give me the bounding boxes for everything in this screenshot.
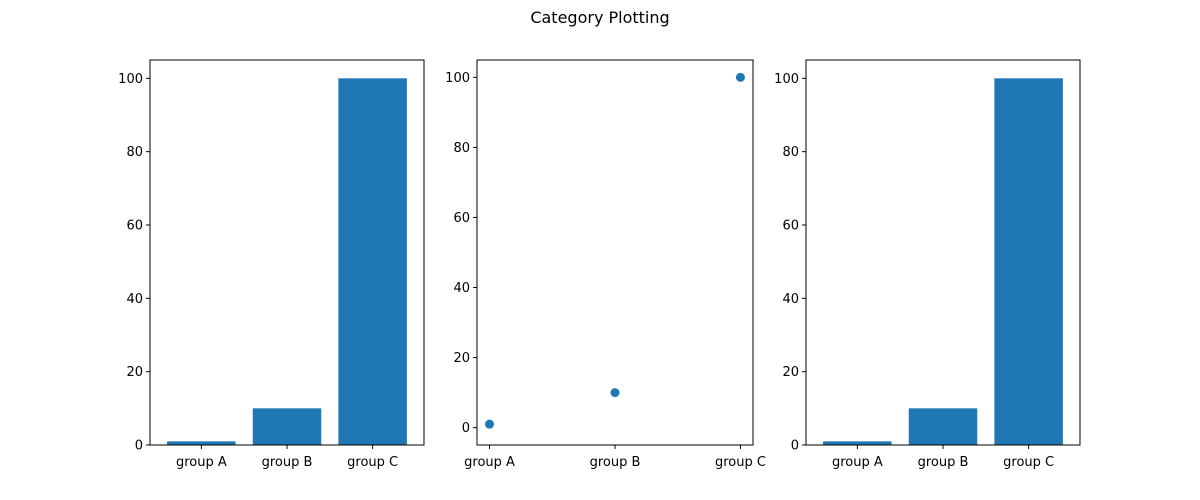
y-tick-label: 40: [453, 281, 470, 296]
subplot-2: 0 20 40 60 80 100 group A group B group C: [445, 59, 766, 470]
y-tick-label: 100: [774, 72, 799, 87]
y-tick-label: 40: [126, 292, 143, 307]
x-tick-label: group B: [590, 455, 641, 470]
y-tick-label: 100: [445, 71, 470, 86]
point-2: [610, 388, 620, 398]
x-tick-label: group A: [464, 455, 515, 470]
bar-2: [908, 408, 978, 445]
y-tick-label: 0: [135, 439, 143, 454]
y-tick-label: 60: [453, 211, 470, 226]
x-tick-label: group B: [918, 455, 969, 470]
x-tick-label: group C: [715, 455, 766, 470]
y-tick-label: 20: [453, 351, 470, 366]
y-tick-label: 60: [126, 219, 143, 234]
subplot-3: 0 20 40 60 80 100 group A group B group C: [774, 59, 1081, 470]
bar-3: [994, 78, 1063, 445]
bar-2: [252, 408, 322, 445]
axes-frame: [476, 59, 754, 446]
y-tick-label: 40: [782, 292, 799, 307]
subplot-1: 0 20 40 60 80 100 group A group B group C: [118, 59, 425, 470]
y-tick-label: 80: [782, 145, 799, 160]
figure-title: Category Plotting: [530, 8, 669, 27]
y-tick-label: 20: [126, 365, 143, 380]
y-tick-label: 20: [782, 365, 799, 380]
y-tick-label: 80: [453, 141, 470, 156]
point-3: [735, 72, 745, 82]
y-tick-label: 0: [462, 421, 470, 436]
bar-1: [823, 441, 892, 445]
x-tick-label: group C: [347, 455, 398, 470]
y-tick-label: 0: [791, 439, 799, 454]
y-tick-label: 80: [126, 145, 143, 160]
x-tick-label: group C: [1003, 455, 1054, 470]
bar-1: [167, 441, 236, 445]
y-tick-label: 100: [118, 72, 143, 87]
x-tick-label: group B: [262, 455, 313, 470]
bar-3: [338, 78, 407, 445]
x-tick-label: group A: [176, 455, 227, 470]
y-tick-label: 60: [782, 219, 799, 234]
point-1: [485, 419, 495, 429]
x-tick-label: group A: [832, 455, 883, 470]
